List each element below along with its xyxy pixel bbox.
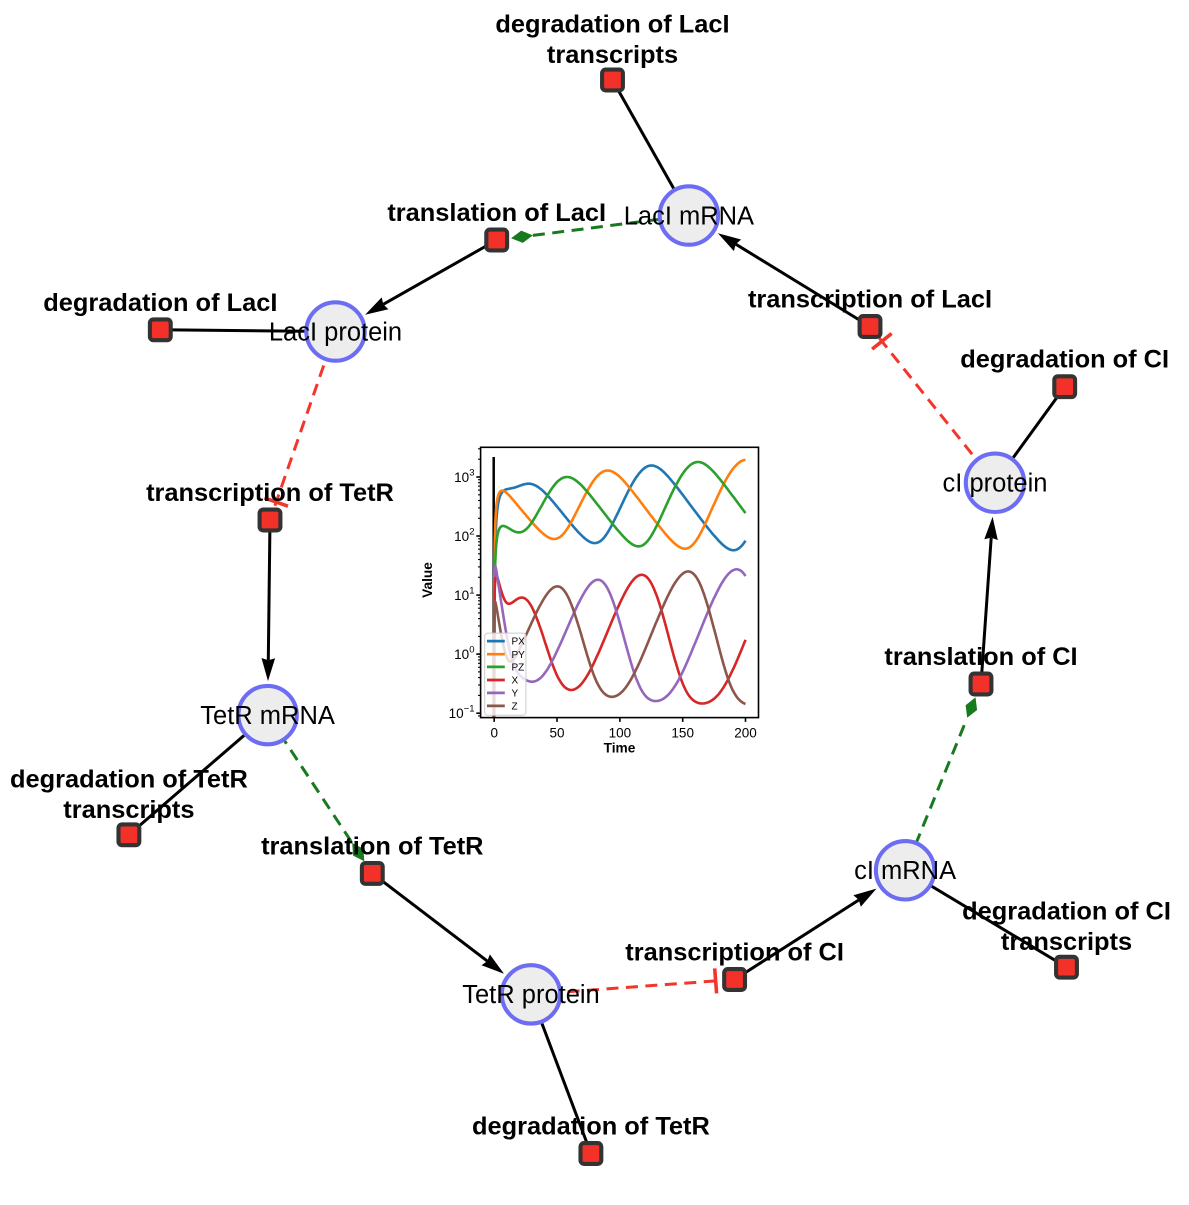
svg-text:TetR protein: TetR protein bbox=[462, 981, 600, 1009]
svg-text:X: X bbox=[512, 676, 519, 687]
svg-text:transcription of CI: transcription of CI bbox=[625, 939, 844, 967]
svg-text:degradation of TetR: degradation of TetR bbox=[10, 765, 248, 793]
svg-text:PX: PX bbox=[512, 637, 526, 648]
svg-text:50: 50 bbox=[549, 726, 564, 741]
svg-text:cI mRNA: cI mRNA bbox=[854, 857, 956, 885]
svg-text:transcripts: transcripts bbox=[1001, 928, 1132, 956]
svg-text:cI protein: cI protein bbox=[943, 470, 1048, 498]
svg-text:100: 100 bbox=[609, 726, 632, 741]
svg-text:TetR mRNA: TetR mRNA bbox=[200, 702, 335, 730]
svg-text:150: 150 bbox=[671, 726, 694, 741]
svg-text:0: 0 bbox=[490, 726, 498, 741]
svg-text:transcription of LacI: transcription of LacI bbox=[748, 286, 992, 314]
svg-text:translation of CI: translation of CI bbox=[884, 643, 1077, 671]
svg-text:PY: PY bbox=[512, 650, 526, 661]
svg-text:degradation of CI: degradation of CI bbox=[962, 898, 1171, 926]
svg-text:Value: Value bbox=[420, 562, 435, 598]
svg-text:degradation of TetR: degradation of TetR bbox=[472, 1113, 710, 1141]
svg-text:Y: Y bbox=[512, 689, 519, 700]
svg-text:LacI mRNA: LacI mRNA bbox=[624, 202, 754, 230]
svg-text:LacI protein: LacI protein bbox=[269, 318, 402, 346]
svg-text:transcripts: transcripts bbox=[63, 796, 194, 824]
svg-text:translation of LacI: translation of LacI bbox=[387, 199, 606, 227]
svg-text:translation of TetR: translation of TetR bbox=[261, 832, 483, 860]
svg-text:Time: Time bbox=[604, 741, 636, 756]
svg-text:PZ: PZ bbox=[512, 663, 525, 674]
svg-text:transcripts: transcripts bbox=[547, 41, 678, 69]
svg-text:degradation of CI: degradation of CI bbox=[960, 346, 1169, 374]
svg-text:transcription of TetR: transcription of TetR bbox=[146, 479, 394, 507]
svg-text:degradation of LacI: degradation of LacI bbox=[495, 11, 729, 39]
svg-text:200: 200 bbox=[734, 726, 757, 741]
svg-text:degradation of LacI: degradation of LacI bbox=[43, 289, 277, 317]
svg-text:Z: Z bbox=[512, 702, 518, 713]
